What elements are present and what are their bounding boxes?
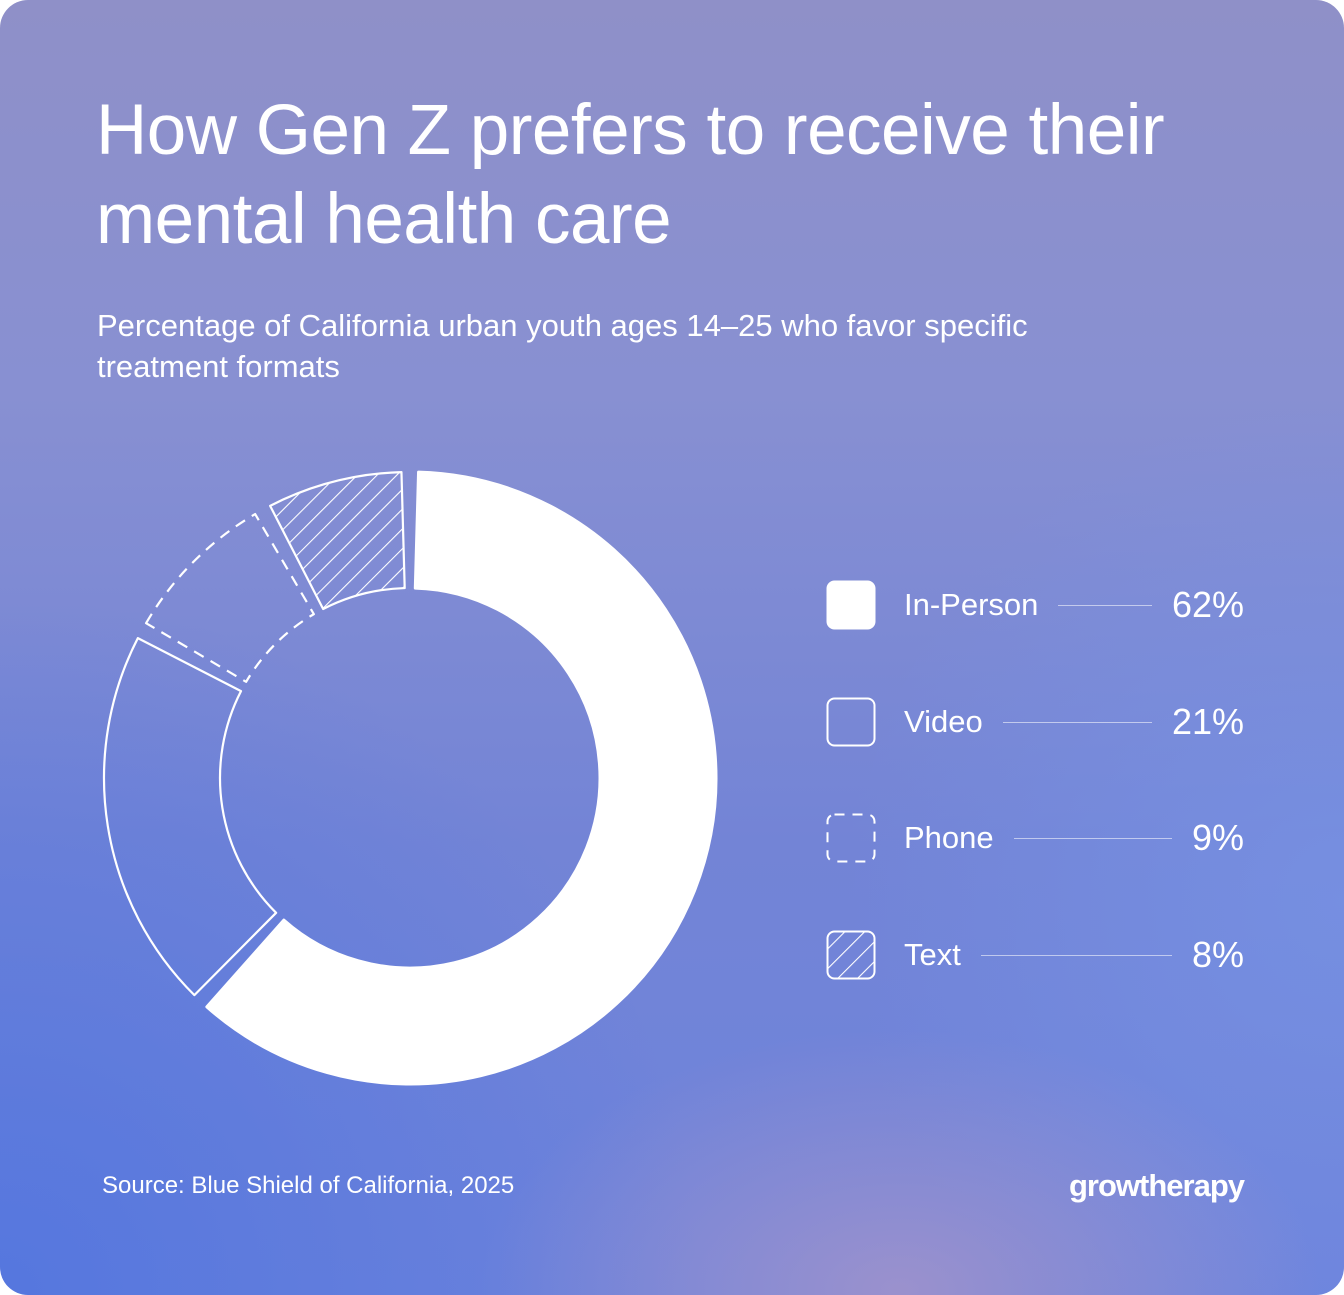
- legend-item-text: Text 8%: [826, 929, 1244, 981]
- donut-slice-in-person: [205, 470, 718, 1086]
- source-note: Source: Blue Shield of California, 2025: [102, 1172, 515, 1199]
- legend-swatch-phone: [826, 813, 876, 863]
- legend-item-video: Video 21%: [826, 696, 1244, 748]
- legend-item-phone: Phone 9%: [826, 812, 1244, 864]
- donut-slice-phone: [144, 512, 315, 683]
- donut-slice-text: [269, 471, 406, 611]
- chart-subtitle: Percentage of California urban youth age…: [97, 308, 1028, 384]
- legend-value-phone: 9%: [1191, 817, 1244, 858]
- legend-item-in-person: In-Person 62%: [826, 579, 1244, 631]
- legend-swatch-video: [826, 697, 876, 747]
- legend-value-text: 8%: [1191, 934, 1244, 975]
- legend-leader-line: [1013, 837, 1172, 839]
- legend-leader-line: [980, 954, 1172, 956]
- legend-swatch-text: [826, 930, 876, 980]
- chart-title: How Gen Z prefers to receive their menta…: [96, 91, 1165, 259]
- legend-label-phone: Phone: [904, 820, 994, 855]
- legend-label-in-person: In-Person: [904, 587, 1039, 622]
- legend-label-video: Video: [904, 704, 983, 739]
- donut-slice-video: [102, 637, 278, 997]
- legend-swatch-in-person: [826, 580, 876, 630]
- brand-logo: growtherapy: [1068, 1168, 1245, 1203]
- legend-leader-line: [1002, 721, 1152, 723]
- legend-leader-line: [1058, 604, 1152, 606]
- legend-value-video: 21%: [1171, 701, 1244, 742]
- legend-value-in-person: 62%: [1171, 584, 1244, 625]
- legend-label-text: Text: [904, 937, 961, 972]
